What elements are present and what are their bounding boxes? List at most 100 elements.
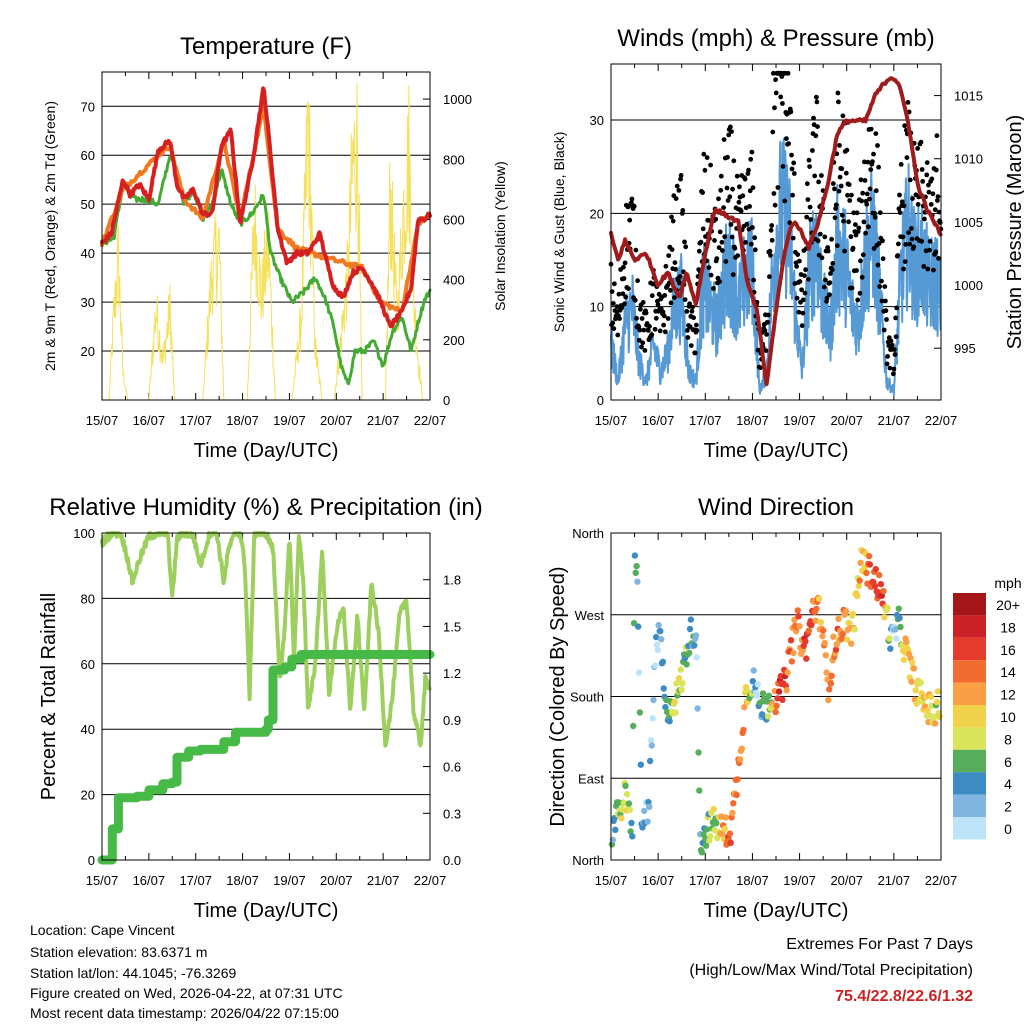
x-tick-label: 21/07 <box>367 873 400 888</box>
gust-point <box>860 252 866 258</box>
y-tick-label: 20 <box>81 344 95 359</box>
direction-point <box>820 627 827 634</box>
gust-point <box>888 338 894 344</box>
gust-point <box>859 274 865 280</box>
gust-point <box>640 300 646 305</box>
gust-point <box>725 154 730 160</box>
direction-point <box>622 782 629 789</box>
direction-point <box>822 652 829 659</box>
gust-point <box>815 124 820 129</box>
gust-point <box>621 264 626 270</box>
direction-point <box>865 553 873 560</box>
gust-point <box>677 274 683 279</box>
gust-point <box>714 256 720 261</box>
x-tick-label: 16/07 <box>642 873 675 888</box>
gust-point <box>883 298 888 304</box>
direction-point <box>652 662 659 669</box>
gust-point <box>903 242 909 247</box>
direction-point <box>892 626 899 633</box>
gust-point <box>840 113 846 119</box>
gust-point <box>902 259 908 264</box>
gust-point <box>694 322 699 328</box>
direction-point <box>644 818 651 825</box>
legend-swatch <box>953 794 986 817</box>
y-right-tick-label: 0.9 <box>443 713 461 728</box>
gust-point <box>926 182 931 188</box>
direction-point <box>802 638 809 645</box>
gust-point <box>762 328 768 333</box>
gust-point <box>653 315 659 321</box>
gust-point <box>764 332 769 337</box>
gust-point <box>848 234 854 240</box>
gust-point <box>936 256 941 261</box>
gust-point <box>700 226 706 232</box>
gust-point <box>922 216 927 222</box>
gust-point <box>722 234 728 240</box>
gust-point <box>810 148 815 153</box>
gust-point <box>850 245 856 251</box>
direction-point <box>713 820 720 827</box>
direction-point <box>673 680 680 687</box>
legend-swatch <box>953 727 986 750</box>
gust-point <box>769 223 775 228</box>
gust-point <box>665 316 671 321</box>
direction-point <box>903 639 910 646</box>
gust-point <box>662 329 668 335</box>
gust-point <box>795 252 801 257</box>
gust-point <box>846 219 851 225</box>
footer-elevation: Station elevation: 83.6371 m <box>30 944 208 960</box>
gust-point <box>666 253 672 258</box>
gust-point <box>640 340 646 346</box>
gust-point <box>927 247 932 253</box>
direction-point <box>649 715 656 722</box>
direction-point <box>893 635 900 642</box>
gust-point <box>796 309 802 315</box>
y-right-tick-label: 400 <box>443 273 465 288</box>
gust-point <box>629 196 635 202</box>
direction-point <box>872 566 879 573</box>
gust-point <box>861 219 867 225</box>
gust-point <box>685 328 690 333</box>
x-tick-label: 19/07 <box>273 873 306 888</box>
gust-point <box>655 302 661 307</box>
direction-point <box>736 756 744 763</box>
direction-point <box>828 672 835 679</box>
gust-point <box>819 255 825 261</box>
x-tick-label: 18/07 <box>226 413 259 428</box>
gust-point <box>716 245 722 251</box>
x-tick-label: 17/07 <box>689 873 722 888</box>
gust-point <box>734 173 740 179</box>
legend-label: 8 <box>1004 731 1012 747</box>
gust-point <box>625 204 631 210</box>
gust-point <box>871 246 877 251</box>
gust-point <box>859 198 864 204</box>
direction-point <box>635 623 642 630</box>
gust-point <box>673 266 678 272</box>
direction-point <box>866 561 874 568</box>
gust-point <box>867 196 872 202</box>
gust-point <box>769 237 775 243</box>
gust-point <box>698 239 704 245</box>
direction-point <box>826 686 833 693</box>
gust-point <box>835 90 841 96</box>
direction-point <box>672 709 679 716</box>
legend-swatch <box>953 749 986 773</box>
gust-point <box>872 214 878 220</box>
direction-point <box>727 839 734 846</box>
gust-point <box>930 191 936 197</box>
direction-point <box>679 680 686 687</box>
gust-point <box>800 310 806 316</box>
gust-point <box>639 316 645 321</box>
y-tick-label: 30 <box>81 295 95 310</box>
gust-point <box>642 348 648 353</box>
direction-point <box>812 617 819 624</box>
y-tick-label: West <box>575 608 605 623</box>
gust-point <box>929 176 935 182</box>
gust-point <box>767 274 772 280</box>
legend-label: 6 <box>1004 754 1012 770</box>
gust-point <box>775 185 781 190</box>
y-right-tick-label: 0.3 <box>443 806 461 821</box>
direction-point <box>764 713 772 720</box>
gust-point <box>752 235 758 241</box>
